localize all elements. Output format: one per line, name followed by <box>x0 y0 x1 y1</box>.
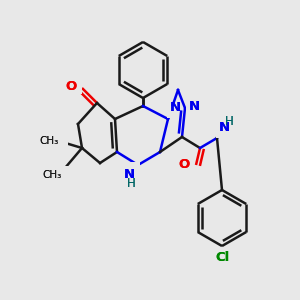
Text: H: H <box>225 115 234 128</box>
Text: O: O <box>179 158 190 172</box>
Text: H: H <box>127 177 136 190</box>
Bar <box>40 135 68 147</box>
Text: N: N <box>124 168 135 181</box>
Text: Cl: Cl <box>215 251 229 264</box>
Bar <box>167 106 179 118</box>
Bar <box>126 162 140 174</box>
Text: N: N <box>124 168 135 181</box>
Text: CH₃: CH₃ <box>40 136 59 146</box>
Text: N: N <box>219 121 230 134</box>
Bar <box>182 159 194 171</box>
Text: O: O <box>66 80 77 92</box>
Text: Cl: Cl <box>215 251 229 264</box>
Text: H: H <box>127 177 136 190</box>
Bar <box>68 82 82 94</box>
Text: CH₃: CH₃ <box>40 136 59 146</box>
Bar <box>213 248 231 260</box>
Text: N: N <box>170 101 181 114</box>
Text: N: N <box>170 101 181 114</box>
Text: O: O <box>66 80 77 92</box>
Text: N: N <box>189 100 200 112</box>
Bar <box>216 126 228 138</box>
Bar <box>43 166 71 178</box>
Bar <box>224 121 234 131</box>
Bar <box>128 172 138 182</box>
Text: H: H <box>225 115 234 128</box>
Text: CH₃: CH₃ <box>43 170 62 180</box>
Text: N: N <box>189 100 200 112</box>
Text: O: O <box>179 158 190 172</box>
Bar <box>186 100 198 112</box>
Text: N: N <box>219 121 230 134</box>
Text: CH₃: CH₃ <box>43 170 62 180</box>
